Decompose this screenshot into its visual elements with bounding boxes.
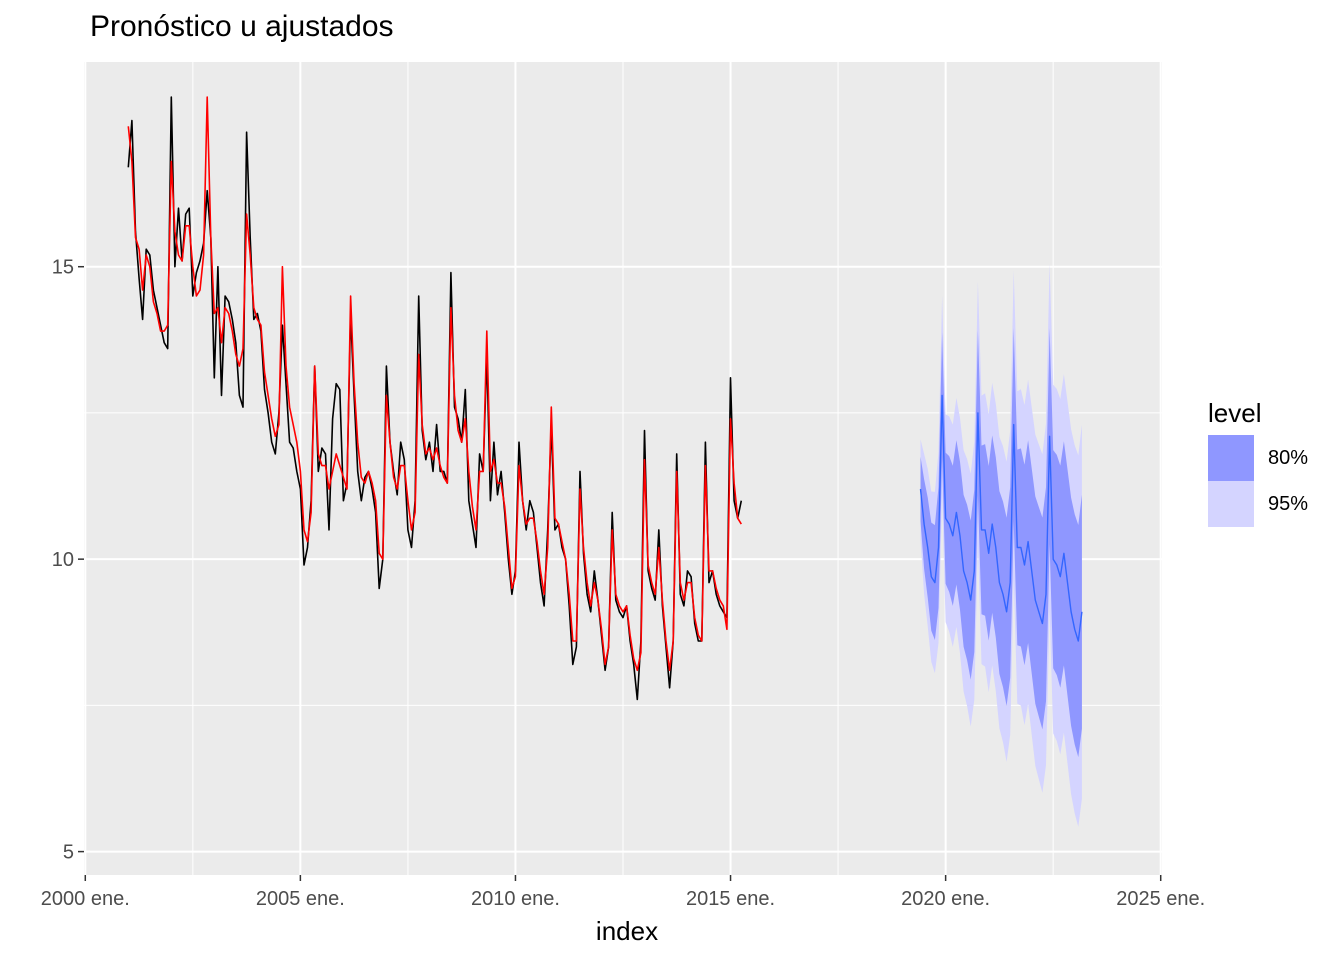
prediction-bands [920, 263, 1082, 827]
x-tick-label: 2020 ene. [901, 888, 990, 910]
legend-title: level [1208, 398, 1262, 428]
observed-line [127, 96, 743, 701]
y-tick-label: 5 [63, 842, 74, 864]
legend: level 80% 95% [1208, 398, 1308, 527]
axes: 2000 ene. 2005 ene. 2010 ene. 2015 ene. 2020… [41, 257, 1205, 910]
legend-key-80 [1208, 435, 1254, 481]
legend-label-95: 95% [1268, 492, 1309, 515]
x-tick-label: 2015 ene. [686, 888, 775, 910]
band-80 [920, 328, 1082, 758]
x-tick-label: 2005 ene. [256, 888, 345, 910]
chart-title: Pronóstico u ajustados [90, 10, 394, 43]
series-lines [127, 96, 1083, 701]
x-axis-title: index [596, 916, 658, 946]
legend-label-80: 80% [1268, 446, 1309, 469]
forecast-line [919, 394, 1083, 642]
y-tick-label: 15 [52, 257, 74, 279]
fitted-line [127, 96, 742, 672]
legend-item-80: 80% [1208, 435, 1308, 481]
x-tick-label: 2010 ene. [471, 888, 560, 910]
y-tick-label: 10 [52, 549, 74, 571]
legend-item-95: 95% [1208, 481, 1308, 527]
x-tick-label: 2000 ene. [41, 888, 130, 910]
legend-key-95 [1208, 481, 1254, 527]
x-tick-label: 2025 ene. [1116, 888, 1205, 910]
